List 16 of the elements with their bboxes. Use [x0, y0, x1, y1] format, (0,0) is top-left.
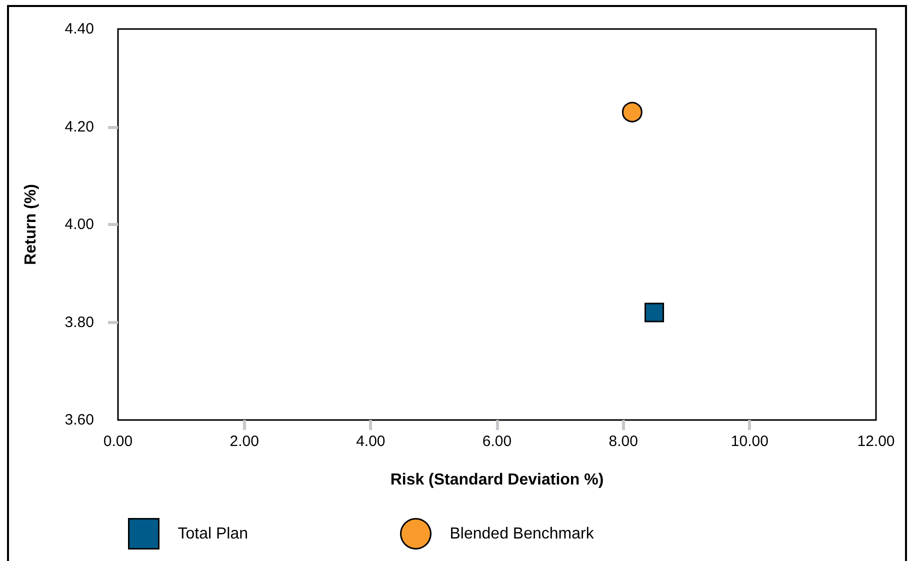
y-tick-label: 4.20	[64, 118, 94, 136]
x-tick-label: 12.00	[857, 433, 895, 450]
y-tick-label: 4.00	[64, 216, 94, 233]
x-tick-label: 10.00	[730, 433, 768, 450]
x-tick-label: 2.00	[230, 433, 259, 450]
y-tick-label: 4.40	[64, 20, 94, 38]
y-tick-label: 3.60	[64, 412, 94, 428]
x-tick-label: 0.00	[103, 433, 133, 450]
x-tick-label: 6.00	[482, 433, 512, 450]
legend-label: Blended Benchmark	[450, 525, 595, 542]
y-tick-label: 3.80	[64, 314, 94, 331]
x-tick-label: 8.00	[608, 433, 638, 450]
y-axis-title: Return (%)	[22, 184, 40, 265]
x-axis-title: Risk (Standard Deviation %)	[390, 472, 604, 488]
x-tick-label: 4.00	[356, 433, 386, 450]
legend-label: Total Plan	[178, 525, 248, 542]
